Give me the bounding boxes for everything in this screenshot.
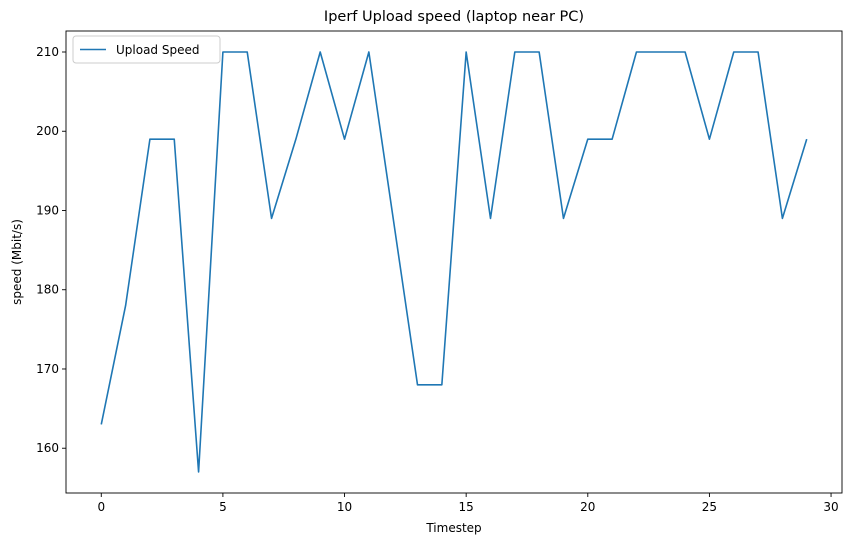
legend-label-upload-speed: Upload Speed: [116, 43, 199, 57]
axes-frame: [65, 30, 843, 494]
series-line-0: [100, 51, 808, 473]
plot-area: [100, 51, 808, 473]
y-tick-label: 190: [36, 203, 59, 217]
x-tick-label: 0: [97, 500, 105, 514]
y-tick-label: 170: [36, 362, 59, 376]
x-tick-label: 20: [580, 500, 595, 514]
x-axis-label: Timestep: [425, 521, 481, 535]
legend-frame: [72, 35, 221, 64]
x-tick-label: 5: [219, 500, 227, 514]
x-tick-label: 10: [337, 500, 352, 514]
x-tick-label: 25: [702, 500, 717, 514]
y-tick-label: 200: [36, 124, 59, 138]
y-tick-label: 160: [36, 441, 59, 455]
x-tick-label: 15: [459, 500, 474, 514]
legend: Upload Speed: [72, 35, 221, 64]
x-tick-label: 30: [823, 500, 838, 514]
chart-title: Iperf Upload speed (laptop near PC): [324, 9, 584, 25]
y-tick-label: 210: [36, 45, 59, 59]
y-axis-label: speed (Mbit/s): [10, 219, 24, 305]
axes: 0 5 10 15 20 25 30 160 170 180 190 200 210: [36, 30, 843, 514]
y-tick-label: 180: [36, 283, 59, 297]
